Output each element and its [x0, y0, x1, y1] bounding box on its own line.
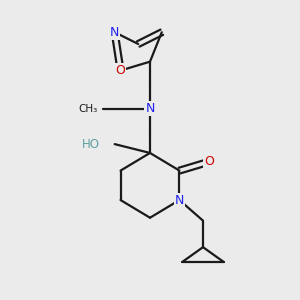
Text: N: N — [110, 26, 119, 39]
Text: O: O — [116, 64, 125, 77]
Text: CH₃: CH₃ — [79, 104, 98, 114]
Text: N: N — [175, 194, 184, 207]
Text: HO: HO — [82, 138, 100, 151]
Text: N: N — [145, 102, 155, 115]
Text: O: O — [204, 155, 214, 168]
